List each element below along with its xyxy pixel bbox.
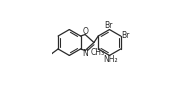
Text: Br: Br xyxy=(105,21,113,30)
Text: NH₂: NH₂ xyxy=(103,55,118,64)
Text: N: N xyxy=(83,49,88,58)
Text: CH₃: CH₃ xyxy=(90,49,105,57)
Text: O: O xyxy=(83,27,89,36)
Text: Br: Br xyxy=(121,31,130,40)
